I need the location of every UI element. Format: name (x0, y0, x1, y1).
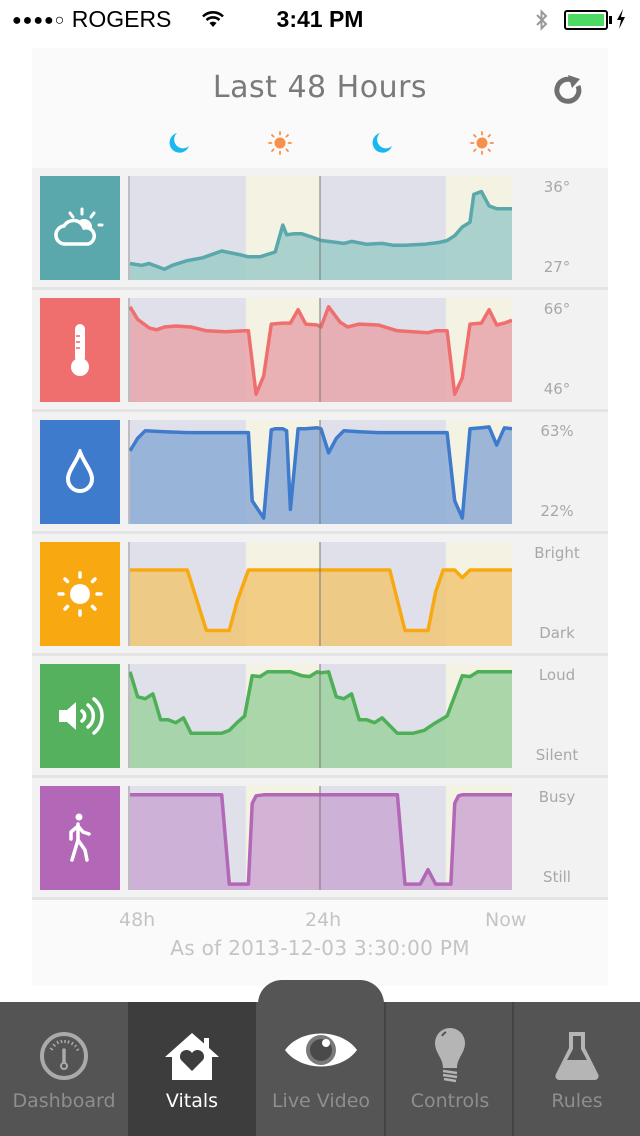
signal-strength-icon: ●●●●○ (12, 12, 66, 29)
x-axis-label-48h: 48h (119, 909, 156, 931)
tab-label: Live Video (271, 1090, 371, 1112)
y-min-label: 27° (543, 258, 571, 276)
tab-dashboard[interactable]: Dashboard (0, 1002, 128, 1136)
temperature-tile (40, 298, 120, 402)
y-min-label: Still (543, 868, 571, 886)
sound-chart (128, 664, 512, 768)
gauge-icon (40, 1032, 88, 1080)
weather-tile (40, 176, 120, 280)
charging-bolt-icon (617, 9, 625, 29)
carrier-info: ●●●●○ ROGERS (12, 6, 171, 33)
moon-icon (169, 133, 189, 153)
house-heart-icon (165, 1033, 219, 1080)
sound-tile (40, 664, 120, 768)
bluetooth-icon (536, 9, 548, 31)
temperature-chart (128, 298, 512, 402)
brightness-sun-icon (57, 571, 103, 617)
tab-rules[interactable]: Rules (514, 1002, 640, 1136)
y-min-label: 22% (540, 502, 574, 520)
vitals-row-temperature[interactable]: 66° 46° (32, 290, 608, 412)
x-axis-label-now: Now (485, 909, 527, 931)
eye-icon (285, 1033, 357, 1067)
battery-icon (564, 10, 608, 30)
moon-icon (372, 133, 392, 153)
sun-icon (268, 131, 292, 155)
walking-person-icon (69, 813, 91, 862)
carrier-name: ROGERS (71, 6, 172, 32)
battery-nub (609, 16, 612, 24)
water-drop-icon (65, 449, 95, 493)
tab-bar: Dashboard Vitals Live Video (0, 980, 640, 1136)
tab-vitals[interactable]: Vitals (128, 1002, 256, 1136)
tab-live-video[interactable]: Live Video (258, 980, 384, 1136)
y-max-label: Bright (534, 544, 580, 562)
status-bar: ●●●●○ ROGERS 3:41 PM (0, 0, 640, 40)
clock: 3:41 PM (276, 6, 364, 32)
y-max-label: Loud (538, 666, 576, 684)
y-max-label: 36° (543, 178, 571, 196)
vitals-row-activity[interactable]: Busy Still (32, 778, 608, 900)
y-max-label: Busy (538, 788, 576, 806)
weather-chart (128, 176, 512, 280)
sun-icon (470, 131, 494, 155)
y-min-label: 46° (543, 380, 571, 398)
vitals-row-humidity[interactable]: 63% 22% (32, 412, 608, 534)
lightbulb-icon (435, 1028, 465, 1083)
tab-label: Controls (410, 1090, 490, 1112)
y-min-label: Silent (535, 746, 579, 764)
y-min-label: Dark (539, 624, 575, 642)
light-tile (40, 542, 120, 646)
flask-icon (555, 1032, 599, 1081)
y-max-label: 66° (543, 300, 571, 318)
activity-tile (40, 786, 120, 890)
tab-divider (384, 1002, 386, 1136)
thermometer-icon (71, 324, 89, 376)
tab-controls[interactable]: Controls (386, 1002, 514, 1136)
humidity-chart (128, 420, 512, 524)
tab-divider (512, 1002, 514, 1136)
refresh-icon[interactable] (550, 72, 586, 108)
tab-label: Dashboard (12, 1090, 116, 1112)
speaker-volume-icon (59, 697, 104, 735)
wifi-icon (202, 11, 224, 27)
tab-label: Rules (551, 1090, 603, 1112)
tab-label: Vitals (165, 1090, 219, 1112)
as-of-timestamp: As of 2013-12-03 3:30:00 PM (170, 936, 470, 960)
page-title: Last 48 Hours (212, 70, 428, 105)
light-chart (128, 542, 512, 646)
weather-cloud-sun-icon (54, 207, 104, 246)
vitals-row-weather[interactable]: 36° 27° (32, 168, 608, 290)
x-axis-label-24h: 24h (305, 909, 342, 931)
y-max-label: 63% (540, 422, 574, 440)
humidity-tile (40, 420, 120, 524)
vitals-row-sound[interactable]: Loud Silent (32, 656, 608, 778)
vitals-row-light[interactable]: Bright Dark (32, 534, 608, 656)
activity-chart (128, 786, 512, 890)
